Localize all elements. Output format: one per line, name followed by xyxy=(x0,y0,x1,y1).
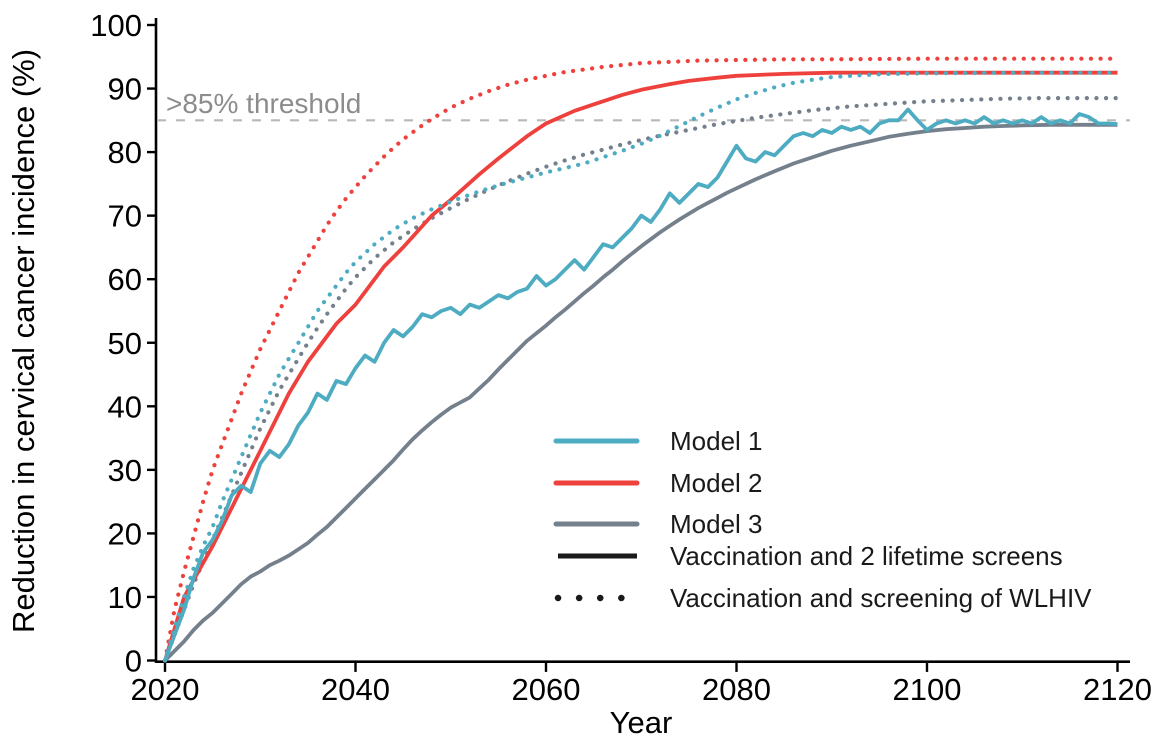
x-tick-label: 2100 xyxy=(893,672,962,707)
series-model-2-solid xyxy=(163,70,1118,662)
series-group xyxy=(162,56,1120,663)
threshold-label: >85% threshold xyxy=(166,88,361,119)
x-tick-label: 2020 xyxy=(131,672,200,707)
y-tick-label: 70 xyxy=(108,199,142,234)
y-tick-label: 10 xyxy=(108,580,142,615)
y-tick-label: 0 xyxy=(125,644,142,679)
series-model-1-dotted xyxy=(162,70,1120,663)
legend-label-model-2: Model 2 xyxy=(670,468,763,498)
x-tick-label: 2040 xyxy=(321,672,390,707)
legend-label-model-1: Model 1 xyxy=(670,426,763,456)
x-tick-label: 2060 xyxy=(512,672,581,707)
y-tick-label: 50 xyxy=(108,326,142,361)
series-model-1-solid xyxy=(163,107,1118,662)
series-model-2-dotted xyxy=(162,56,1120,663)
series-model-3-dotted xyxy=(162,95,1120,663)
y-tick-label: 90 xyxy=(108,72,142,107)
y-tick-label: 60 xyxy=(108,262,142,297)
axes: 2020 2040 2060 2080 2100 2120 0 10 20 30 40 50 60 70 8… xyxy=(90,8,1152,707)
y-axis-title: Reduction in cervical cancer incidence (… xyxy=(6,49,41,633)
x-tick-label: 2120 xyxy=(1083,672,1152,707)
legend-label-solid-style: Vaccination and 2 lifetime screens xyxy=(670,541,1063,571)
legend-label-model-3: Model 3 xyxy=(670,509,763,539)
y-tick-label: 80 xyxy=(108,135,142,170)
legend-label-dotted-style: Vaccination and screening of WLHIV xyxy=(670,583,1092,613)
series-model-3-solid xyxy=(163,122,1118,662)
y-tick-label: 20 xyxy=(108,516,142,551)
x-axis-title: Year xyxy=(610,705,673,738)
y-tick-label: 30 xyxy=(108,453,142,488)
y-tick-label: 100 xyxy=(90,8,142,43)
x-tick-label: 2080 xyxy=(702,672,771,707)
y-tick-label: 40 xyxy=(108,389,142,424)
